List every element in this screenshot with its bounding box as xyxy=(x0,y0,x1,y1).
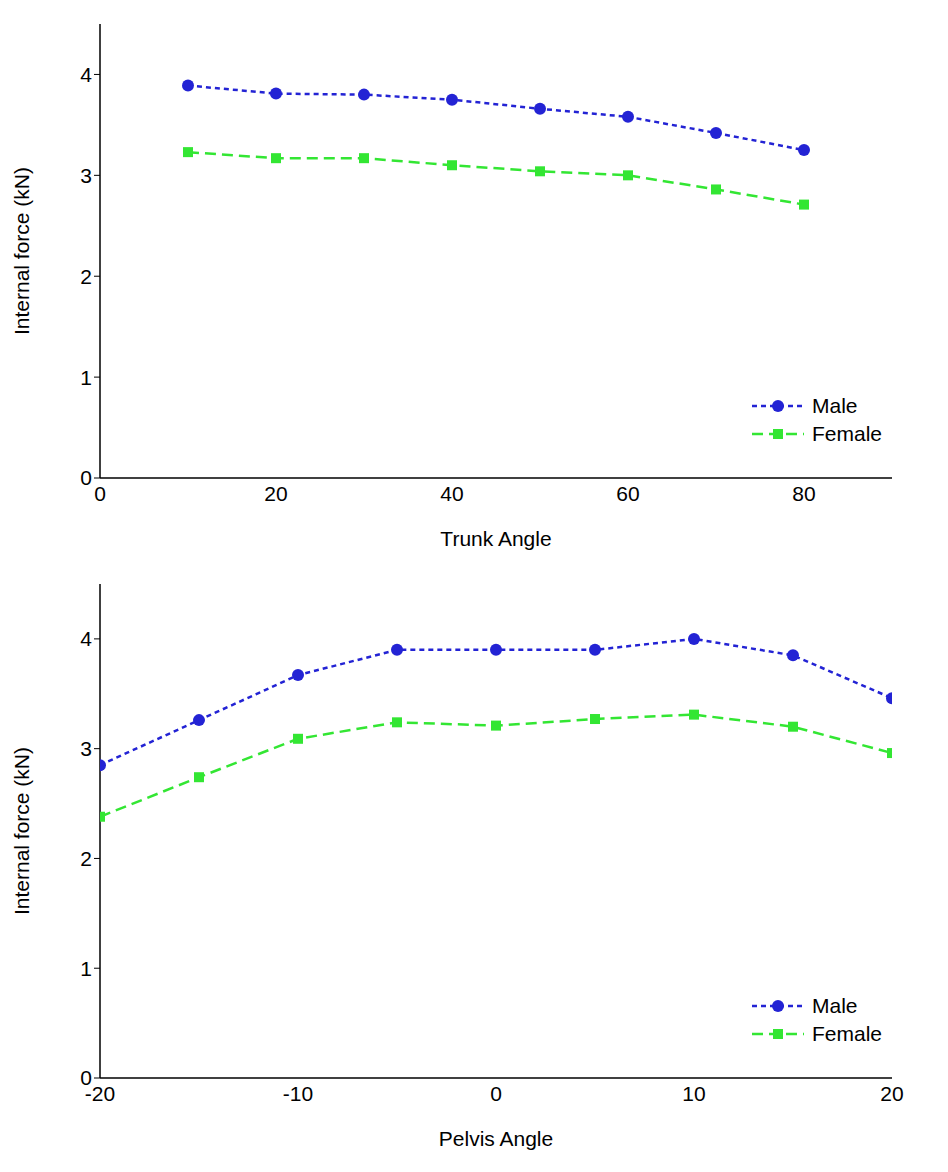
html-text:Male: Male xyxy=(812,394,858,417)
svg-text:10: 10 xyxy=(682,1082,705,1105)
svg-text:80: 80 xyxy=(792,482,815,505)
svg-text:-10: -10 xyxy=(283,1082,313,1105)
svg-text:4: 4 xyxy=(80,627,92,650)
svg-text:2: 2 xyxy=(80,847,92,870)
svg-text:1: 1 xyxy=(80,366,92,389)
svg-text:0: 0 xyxy=(80,1066,92,1089)
html-text:Female: Female xyxy=(812,422,882,445)
svg-text:2: 2 xyxy=(80,265,92,288)
svg-text:Internal force (kN): Internal force (kN) xyxy=(10,747,33,915)
html-text:Female: Female xyxy=(812,1022,882,1045)
svg-text:60: 60 xyxy=(616,482,639,505)
svg-text:3: 3 xyxy=(80,737,92,760)
svg-text:20: 20 xyxy=(880,1082,903,1105)
svg-text:4: 4 xyxy=(80,63,92,86)
svg-text:0: 0 xyxy=(80,466,92,489)
svg-text:40: 40 xyxy=(440,482,463,505)
svg-text:0: 0 xyxy=(490,1082,502,1105)
svg-text:-20: -20 xyxy=(84,1081,116,1105)
svg-text:Internal force (kN): Internal force (kN) xyxy=(10,167,33,335)
html-text:Male: Male xyxy=(812,994,858,1017)
svg-text:Pelvis Angle: Pelvis Angle xyxy=(439,1127,553,1150)
svg-text:20: 20 xyxy=(264,482,287,505)
svg-text:Trunk Angle: Trunk Angle xyxy=(440,527,551,550)
svg-text:0: 0 xyxy=(94,482,106,505)
svg-text:3: 3 xyxy=(80,164,92,187)
svg-text:1: 1 xyxy=(80,957,92,980)
